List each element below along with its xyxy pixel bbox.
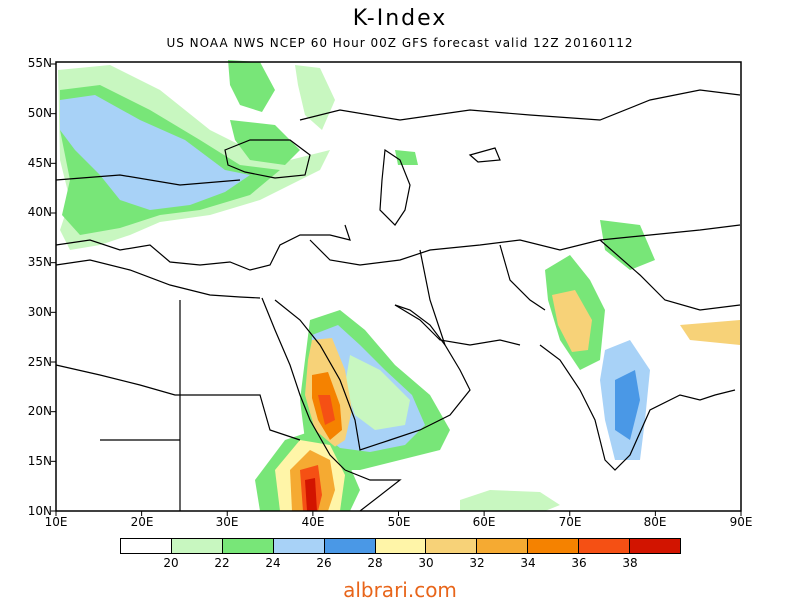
lon-label: 60E xyxy=(472,515,496,529)
legend-swatch xyxy=(323,538,376,554)
legend-swatch xyxy=(272,538,325,554)
chart-subtitle: US NOAA NWS NCEP 60 Hour 00Z GFS forecas… xyxy=(166,36,634,50)
legend-swatch xyxy=(425,538,478,554)
legend-swatch xyxy=(629,538,681,554)
arabia-inner-green xyxy=(345,355,410,430)
legend-swatch xyxy=(578,538,631,554)
chart-title: K-Index xyxy=(352,6,448,31)
lon-label: 40E xyxy=(301,515,325,529)
lat-label: 45N xyxy=(27,156,52,170)
lat-label: 20N xyxy=(27,404,52,418)
legend-swatch xyxy=(221,538,274,554)
legend-value: 26 xyxy=(316,556,332,570)
border-lines-4 xyxy=(55,89,741,186)
coastlines-and-borders xyxy=(55,89,741,512)
legend-value: 30 xyxy=(418,556,434,570)
legend-value: 32 xyxy=(469,556,485,570)
arabian-sea-green xyxy=(460,490,560,511)
border-lines-3 xyxy=(419,239,741,346)
lon-label: 80E xyxy=(643,515,667,529)
lat-label: 25N xyxy=(27,355,52,369)
lon-label: 90E xyxy=(729,515,753,529)
caspian-outline xyxy=(379,148,411,226)
legend-value: 20 xyxy=(163,556,179,570)
legend-swatch xyxy=(374,538,427,554)
red-sea-red xyxy=(318,395,335,425)
lon-label: 10E xyxy=(44,515,68,529)
legend-value: 28 xyxy=(367,556,383,570)
legend-swatch xyxy=(120,538,172,554)
north-africa-coast xyxy=(55,259,261,299)
legend-swatch xyxy=(170,538,223,554)
india-east-deepblue xyxy=(615,370,640,440)
border-lines-1 xyxy=(55,300,301,511)
arabia-coast xyxy=(274,299,471,451)
legend-swatch xyxy=(476,538,529,554)
lat-label: 10N xyxy=(27,504,52,518)
lat-label: 50N xyxy=(27,106,52,120)
horn-darkred xyxy=(305,478,317,511)
site-credit: albrari.com xyxy=(343,578,457,602)
legend-value: 22 xyxy=(214,556,230,570)
lat-label: 35N xyxy=(27,255,52,269)
lon-label: 70E xyxy=(558,515,582,529)
himalaya-green xyxy=(600,220,655,270)
black-sea-shading xyxy=(230,120,300,165)
legend-value: 36 xyxy=(571,556,587,570)
black-sea-outline xyxy=(224,139,311,179)
legend-swatch xyxy=(527,538,580,554)
persian-gulf-coast xyxy=(394,304,521,346)
legend-value: 34 xyxy=(520,556,536,570)
color-legend xyxy=(120,538,681,554)
lon-label: 30E xyxy=(215,515,239,529)
red-sea-coast-west xyxy=(261,297,346,471)
lake-balkhash xyxy=(468,147,501,163)
k-index-shading xyxy=(58,60,740,511)
lon-label: 50E xyxy=(387,515,411,529)
lat-label: 55N xyxy=(27,56,52,70)
lon-label: 20E xyxy=(130,515,154,529)
caspian-green xyxy=(395,150,418,165)
legend-value: 38 xyxy=(622,556,638,570)
mediterranean-coast xyxy=(55,224,351,271)
lat-label: 15N xyxy=(27,454,52,468)
india-yellow xyxy=(552,290,592,352)
lat-label: 40N xyxy=(27,205,52,219)
europe-blue xyxy=(60,95,250,210)
india-coast xyxy=(539,344,736,471)
border-lines-2 xyxy=(309,224,741,266)
north-green-1 xyxy=(228,60,275,112)
lat-label: 30N xyxy=(27,305,52,319)
legend-value: 24 xyxy=(265,556,281,570)
east-edge-shading xyxy=(680,320,740,345)
axis-ticks xyxy=(51,63,742,516)
east-africa-coast xyxy=(344,469,402,512)
